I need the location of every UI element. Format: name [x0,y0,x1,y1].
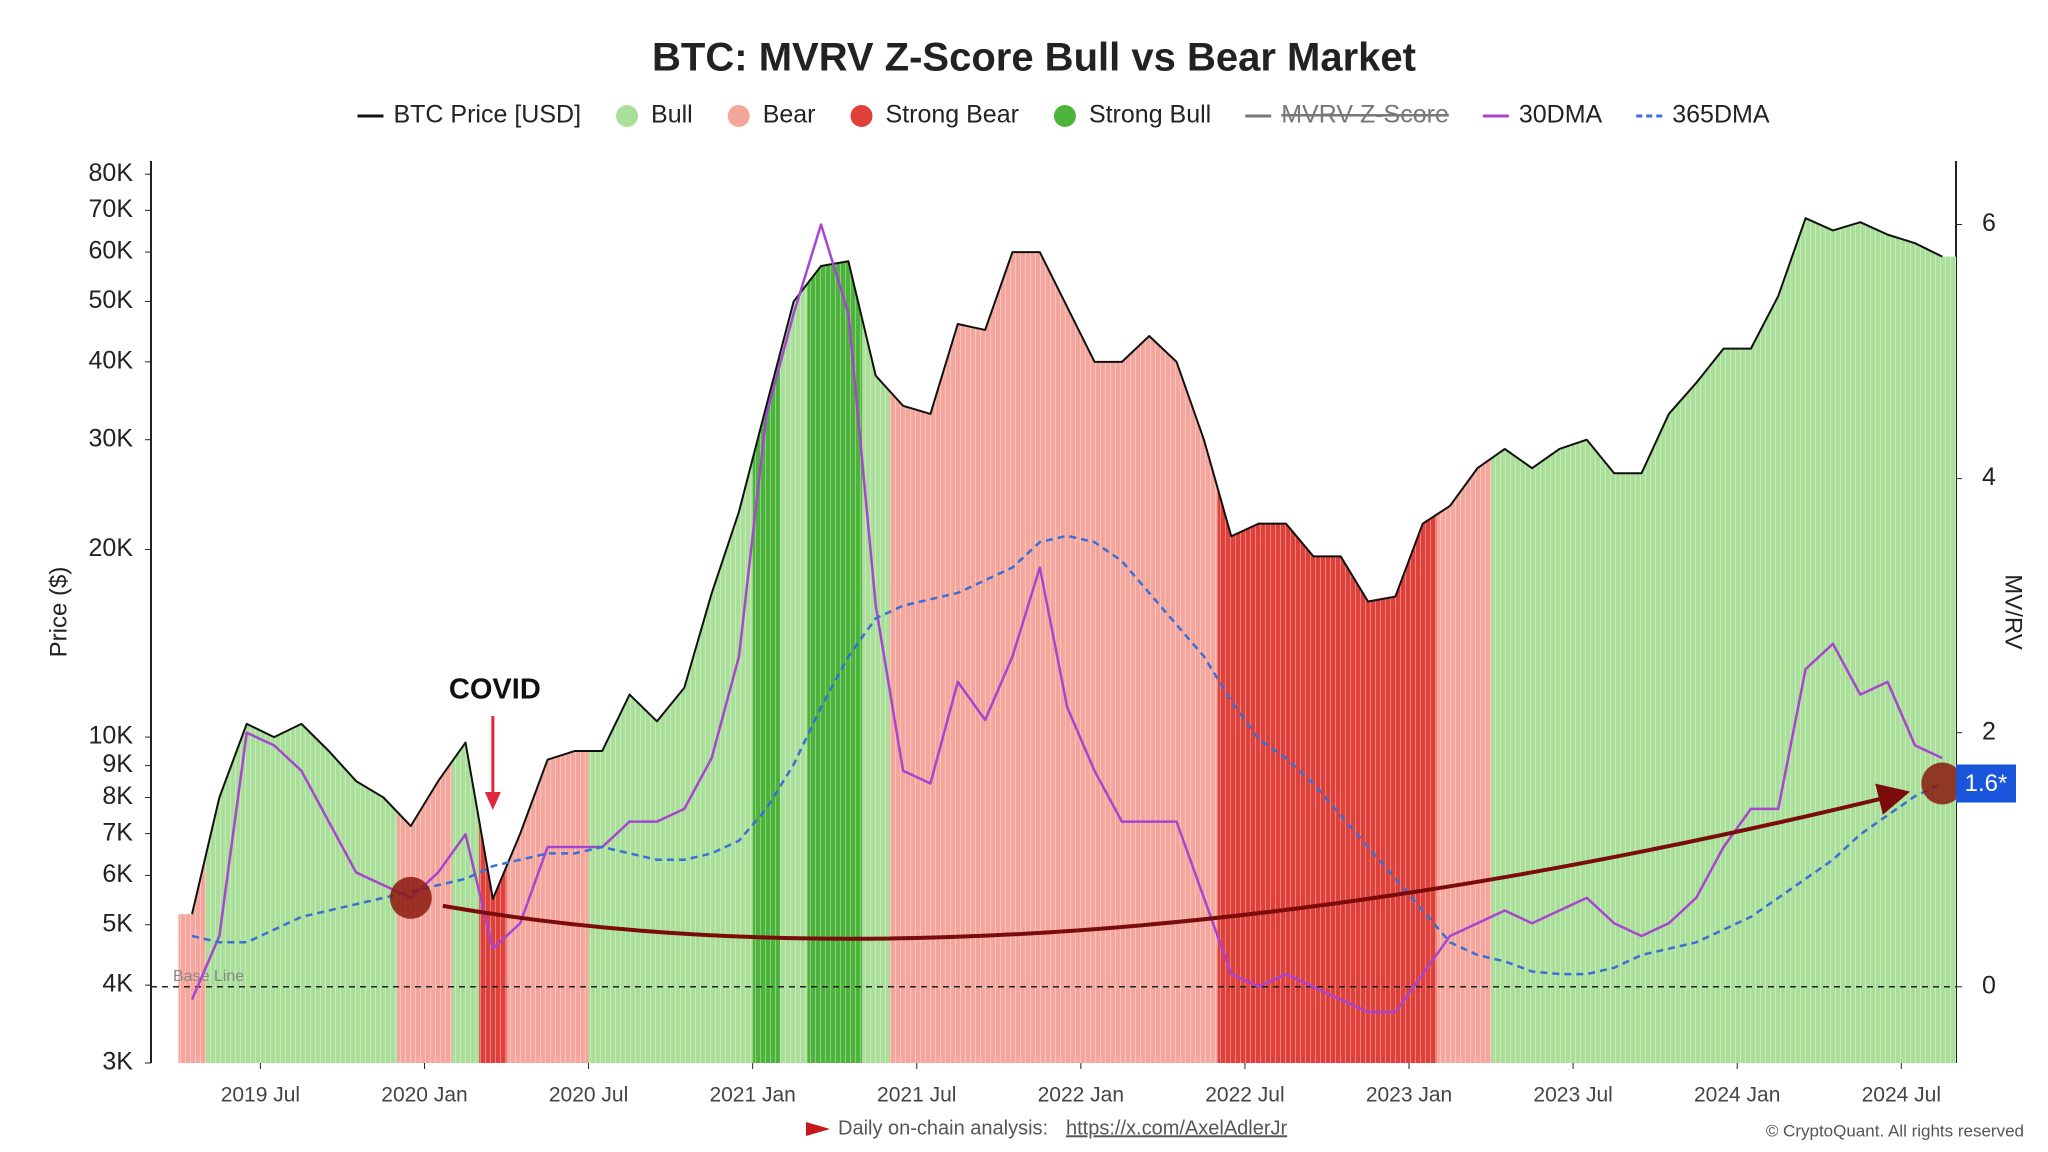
footer-text: Daily on-chain analysis: [838,1117,1048,1139]
y2-tick-label: 4 [1982,463,1996,491]
y-tick-label: 20K [89,534,134,562]
stripe-overlay [178,218,1956,1063]
footer: Daily on-chain analysis: https://x.com/A… [806,1117,2024,1140]
trend-end-marker [1921,762,1964,805]
y-tick-label: 80K [89,159,134,187]
x-tick-label: 2019 Jul [221,1084,300,1107]
x-tick-label: 2022 Jan [1038,1084,1124,1107]
y2-axis-title: MV/RV [2000,574,2027,650]
legend: BTC Price [USD] Bull Bear Strong Bear Strong… [357,101,1770,129]
last-value-label: 1.6* [1965,770,2008,797]
annotation-text: COVID [449,674,541,706]
legend-swatch [850,105,873,127]
y-tick-label: 50K [89,286,134,314]
x-tick-label: 2021 Jul [877,1084,956,1107]
y-tick-label: 9K [102,750,133,778]
legend-label: 30DMA [1519,101,1603,129]
baseline-label: Base Line [173,968,244,985]
copyright: © CryptoQuant. All rights reserved [1766,1121,2024,1140]
y-tick-label: 3K [102,1048,133,1076]
annotation-arrow-head [484,792,501,810]
trend-arrow [442,783,1911,941]
legend-label: Bull [651,101,693,129]
x-tick-label: 2020 Jul [549,1084,628,1107]
y-tick-label: 40K [89,346,134,374]
y-tick-label: 5K [102,909,133,937]
x-tick-label: 2024 Jul [1862,1084,1941,1107]
y-tick-label: 4K [102,970,133,998]
y-tick-label: 8K [102,782,133,810]
legend-swatch [1053,105,1076,127]
legend-label: Strong Bear [886,101,1019,129]
trend-start-marker [389,876,432,919]
y-tick-label: 6K [102,860,133,888]
y-tick-label: 70K [89,195,134,223]
regime-bands [178,218,1956,1063]
y2-tick-label: 0 [1982,971,1996,999]
footer-flag [806,1122,830,1136]
series-line [191,534,1943,976]
x-tick-label: 2024 Jan [1694,1084,1780,1107]
y-axis-title: Price ($) [45,567,72,658]
legend-label: 365DMA [1672,101,1770,129]
y-tick-label: 7K [102,818,133,846]
footer-link[interactable]: https://x.com/AxelAdlerJr [1066,1117,1288,1139]
last-value-tag [1956,764,2016,803]
legend-swatch [616,105,639,127]
x-tick-label: 2022 Jul [1205,1084,1284,1107]
y-tick-label: 30K [89,424,134,452]
legend-label: MVRV Z-Score [1281,101,1449,129]
y-tick-label: 10K [89,722,134,750]
y2-tick-label: 2 [1982,717,1996,745]
chart-title: BTC: MVRV Z-Score Bull vs Bear Market [652,36,1416,80]
x-tick-label: 2021 Jan [709,1084,795,1107]
legend-swatch [727,105,750,127]
y2-tick-label: 6 [1982,209,1996,237]
legend-label: Bear [763,101,816,129]
legend-label: BTC Price [USD] [393,101,581,129]
x-tick-label: 2023 Jan [1366,1084,1452,1107]
y-tick-label: 60K [89,237,134,265]
series-line [191,217,1943,915]
x-tick-label: 2023 Jul [1533,1084,1612,1107]
legend-label: Strong Bull [1089,101,1211,129]
x-tick-label: 2020 Jan [381,1084,467,1107]
